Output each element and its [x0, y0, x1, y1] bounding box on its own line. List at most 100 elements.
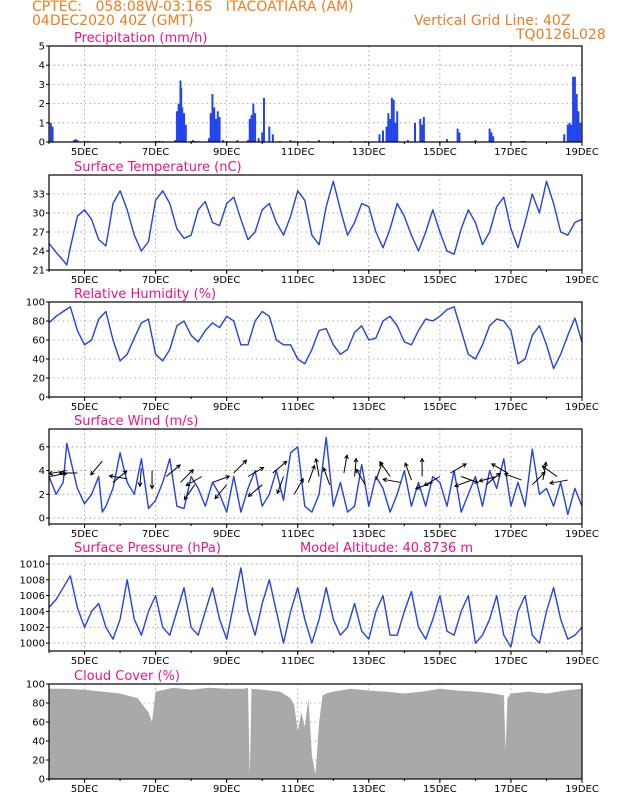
wind-arrow: [212, 475, 231, 483]
wind-arrow: [423, 476, 441, 487]
run-date: 04DEC2020 40Z (GMT): [32, 13, 194, 29]
vertical-grid-note: Vertical Grid Line: 40Z: [414, 13, 571, 29]
wind-arrow: [272, 460, 288, 474]
precip-bar: [422, 117, 425, 142]
y-tick-label: 1002: [20, 623, 45, 634]
y-tick-label: 27: [32, 228, 45, 239]
wind-arrow: [375, 462, 384, 481]
x-tick-label: 7DEC: [142, 402, 169, 413]
precip-bar: [222, 140, 225, 142]
y-tick-label: 1: [39, 118, 45, 129]
x-tick-label: 15DEC: [423, 529, 457, 540]
x-tick-label: 19DEC: [565, 656, 599, 667]
panel-title: Surface Pressure (hPa): [74, 541, 221, 556]
wind-arrow: [322, 466, 331, 485]
x-tick-label: 5DEC: [71, 275, 98, 286]
x-tick-label: 9DEC: [213, 147, 240, 158]
precip-bar: [575, 94, 578, 142]
precip-bar: [458, 132, 461, 142]
x-tick-label: 9DEC: [213, 275, 240, 286]
precip-bar: [248, 118, 251, 142]
x-tick-label: 17DEC: [494, 656, 528, 667]
x-tick-label: 19DEC: [565, 784, 599, 795]
precip-bar: [216, 111, 219, 142]
wind-arrow: [453, 479, 473, 488]
wind-arrow: [276, 476, 284, 495]
x-tick-label: 11DEC: [281, 784, 315, 795]
wind-arrow: [185, 476, 203, 487]
temp-series-line: [48, 180, 583, 266]
precip-bar: [209, 113, 212, 142]
wind-arrow: [404, 462, 412, 481]
precip-bar: [180, 88, 183, 142]
precip-bar: [246, 140, 249, 142]
y-tick-label: 80: [32, 317, 45, 328]
x-tick-label: 19DEC: [565, 147, 599, 158]
x-tick-label: 9DEC: [213, 784, 240, 795]
panel-rh: 0 20 40 60 80 100 5DEC 7DEC 9DEC 11DEC 13DEC 15DEC 1…: [26, 287, 599, 413]
y-tick-label: 1008: [20, 575, 45, 586]
precip-bar: [215, 118, 218, 142]
x-tick-label: 5DEC: [71, 656, 98, 667]
y-tick-label: 40: [32, 355, 45, 366]
wind-arrow: [542, 461, 548, 481]
x-tick-label: 7DEC: [142, 147, 169, 158]
x-tick-label: 9DEC: [213, 402, 240, 413]
x-tick-label: 17DEC: [494, 275, 528, 286]
y-tick-label: 2: [39, 99, 45, 110]
precip-bar: [51, 126, 54, 142]
x-tick-label: 7DEC: [142, 275, 169, 286]
panel-title: Relative Humidity (%): [74, 287, 216, 302]
precip-bar: [378, 134, 381, 142]
x-tick-label: 7DEC: [142, 784, 169, 795]
x-tick-label: 15DEC: [423, 784, 457, 795]
x-tick-label: 5DEC: [71, 402, 98, 413]
wind-arrow: [450, 463, 468, 474]
x-tick-label: 9DEC: [213, 656, 240, 667]
wind-arrow: [355, 468, 366, 486]
x-tick-label: 17DEC: [494, 529, 528, 540]
wind-arrow: [112, 470, 128, 483]
panel-wind: 0 2 4 6 5DEC 7DEC 9DEC 11DEC 13DEC 15DEC 17DEC 19DE…: [39, 414, 599, 540]
panel-frame: [48, 174, 583, 271]
y-tick-label: 20: [32, 374, 45, 385]
y-tick-label: 1004: [20, 607, 45, 618]
panel-cloud: 0 20 40 60 80 100 5DEC 7DEC 9DEC 11DEC 13DEC 15DEC 1…: [26, 669, 599, 795]
y-tick-label: 2: [39, 490, 45, 501]
precip-bar: [492, 136, 495, 142]
x-tick-label: 11DEC: [281, 147, 315, 158]
wind-series-line: [48, 436, 583, 516]
panel-frame: [48, 428, 583, 525]
wind-arrow: [108, 473, 128, 480]
x-tick-label: 5DEC: [71, 147, 98, 158]
precip-bar: [191, 140, 194, 142]
precip-bar: [390, 97, 393, 142]
y-tick-label: 60: [32, 718, 45, 729]
precip-bar: [49, 122, 52, 142]
y-tick-label: 3: [39, 80, 45, 91]
x-tick-label: 9DEC: [213, 529, 240, 540]
precip-bar: [72, 140, 75, 142]
x-tick-label: 13DEC: [352, 529, 386, 540]
panel-frame: [48, 683, 583, 780]
panel-frame: [48, 45, 583, 143]
precip-bar: [566, 124, 569, 142]
rh-series-line: [48, 306, 583, 370]
wind-arrow: [419, 457, 425, 477]
precip-bar: [250, 115, 253, 142]
precip-bar: [568, 122, 571, 142]
x-tick-label: 11DEC: [281, 275, 315, 286]
wind-arrow: [247, 466, 265, 477]
wind-arrow: [343, 454, 349, 474]
wind-arrow: [541, 465, 558, 477]
panel-title: Surface Wind (m/s): [74, 414, 198, 429]
precip-bar: [181, 107, 184, 142]
x-tick-label: 17DEC: [494, 147, 528, 158]
panel-pres: 1000 1002 1004 1006 1008 1010 5DEC 7DEC 9DEC 11DE…: [20, 541, 599, 667]
precip-bar: [74, 139, 77, 142]
wind-arrow: [90, 460, 103, 476]
wind-arrow: [214, 484, 228, 500]
x-tick-label: 5DEC: [71, 784, 98, 795]
x-tick-label: 11DEC: [281, 656, 315, 667]
wind-arrow: [180, 468, 194, 483]
